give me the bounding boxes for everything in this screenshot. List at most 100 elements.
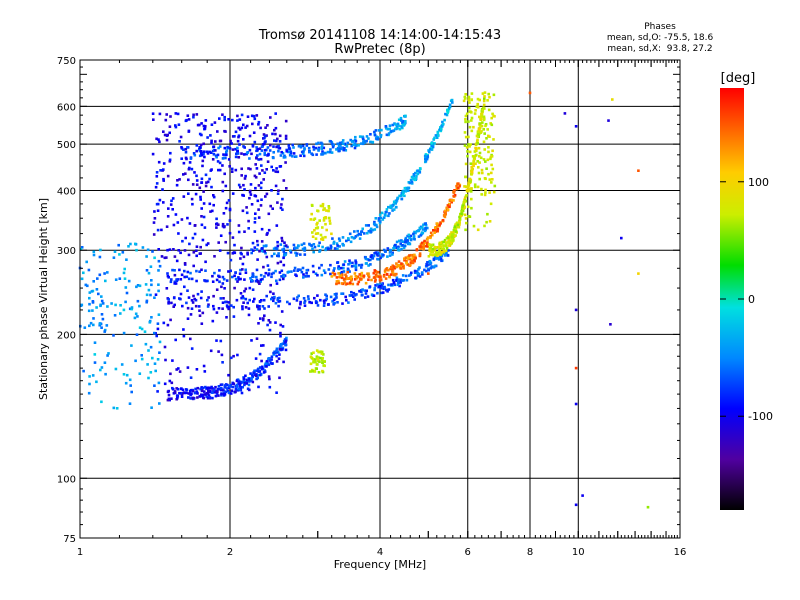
data-point <box>335 148 338 151</box>
data-point <box>398 284 401 288</box>
data-point <box>243 230 246 233</box>
data-point <box>377 285 380 289</box>
data-point <box>255 248 259 251</box>
data-point <box>306 295 310 298</box>
data-point <box>279 154 283 157</box>
data-point <box>337 237 341 240</box>
data-point <box>318 241 321 245</box>
data-point <box>393 243 397 247</box>
data-point <box>492 93 496 97</box>
data-point <box>384 125 388 128</box>
data-point <box>230 167 234 171</box>
data-point <box>470 119 473 122</box>
data-point <box>103 328 107 332</box>
data-point <box>218 275 221 279</box>
data-point <box>463 185 466 188</box>
data-point <box>313 245 317 249</box>
data-point <box>373 280 377 283</box>
data-point <box>424 269 428 273</box>
data-point <box>397 247 400 250</box>
data-point <box>329 140 333 143</box>
data-point <box>354 266 358 270</box>
data-point <box>451 233 454 236</box>
data-point <box>203 226 207 229</box>
data-point <box>270 275 273 279</box>
data-point <box>106 354 109 357</box>
data-point <box>280 275 283 278</box>
data-point <box>479 156 483 160</box>
data-point <box>155 171 159 174</box>
data-point <box>277 357 281 360</box>
data-point <box>401 119 405 123</box>
data-point <box>401 240 405 243</box>
data-point <box>194 387 197 391</box>
data-point <box>395 265 398 269</box>
y-tick-label: 500 <box>57 140 76 151</box>
data-point <box>387 214 390 218</box>
data-point <box>112 406 116 410</box>
data-point <box>262 244 266 248</box>
data-point <box>218 249 222 252</box>
data-point <box>418 226 422 230</box>
data-point <box>158 340 162 344</box>
data-point <box>364 296 367 299</box>
data-point <box>177 123 181 126</box>
data-point <box>153 256 156 260</box>
data-point <box>414 177 418 180</box>
data-point <box>286 245 289 249</box>
data-point <box>397 245 400 249</box>
data-point <box>490 116 493 120</box>
data-point <box>240 167 243 171</box>
data-point <box>265 134 268 137</box>
data-point <box>92 280 95 283</box>
data-point <box>282 254 286 258</box>
data-point <box>409 234 413 238</box>
data-point <box>427 268 430 272</box>
data-point <box>383 287 387 290</box>
data-point <box>460 207 464 210</box>
data-point <box>181 388 185 392</box>
data-point <box>246 151 249 154</box>
data-point <box>395 125 399 128</box>
data-point <box>284 119 288 123</box>
data-point <box>258 305 261 308</box>
data-point <box>478 122 482 125</box>
data-point <box>263 149 267 152</box>
data-point <box>401 193 405 197</box>
data-point <box>187 178 190 182</box>
data-point <box>248 286 252 290</box>
data-point <box>187 396 190 399</box>
data-point <box>255 374 258 377</box>
data-point <box>372 294 376 297</box>
data-point <box>112 256 116 259</box>
data-point <box>475 134 479 138</box>
data-point <box>353 294 357 297</box>
data-point <box>348 270 351 273</box>
data-point <box>225 304 229 307</box>
data-point <box>237 134 241 137</box>
data-point <box>318 249 322 252</box>
data-point <box>205 279 208 283</box>
data-point <box>258 249 261 253</box>
data-point <box>208 150 211 154</box>
data-point <box>272 271 275 275</box>
data-point <box>266 160 270 163</box>
data-point <box>263 275 266 278</box>
data-point <box>218 280 221 284</box>
data-point <box>396 283 400 286</box>
data-point <box>434 226 437 230</box>
data-point <box>294 273 297 276</box>
data-point <box>469 162 473 165</box>
data-point <box>195 179 199 182</box>
data-point <box>187 277 191 281</box>
data-point <box>213 391 217 394</box>
data-point <box>444 244 448 248</box>
data-point <box>327 205 331 208</box>
data-point <box>340 147 343 151</box>
data-point <box>333 301 336 305</box>
data-point <box>283 241 286 244</box>
data-point <box>215 339 218 342</box>
data-point <box>379 135 382 139</box>
data-point <box>234 390 237 393</box>
data-point <box>106 305 109 308</box>
